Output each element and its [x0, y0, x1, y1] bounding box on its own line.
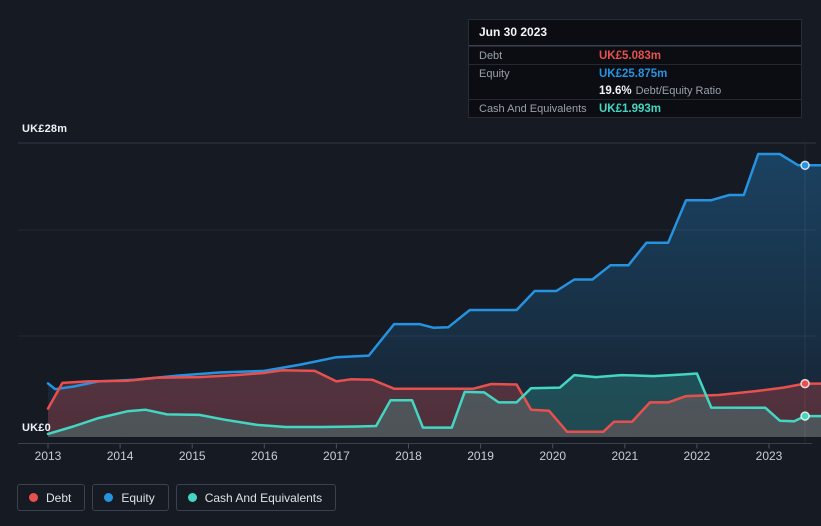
- legend-item-cash[interactable]: Cash And Equivalents: [175, 484, 337, 511]
- tooltip-equity-label: Equity: [479, 67, 510, 80]
- legend-item-label: Cash And Equivalents: [204, 490, 323, 505]
- tooltip-row-cash: Cash And Equivalents UK£1.993m: [469, 99, 801, 117]
- chart-legend: Debt Equity Cash And Equivalents: [17, 484, 337, 511]
- chart-tooltip: Jun 30 2023 Debt UK£5.083m Equity UK£25.…: [468, 19, 802, 118]
- tooltip-ratio-label: Debt/Equity Ratio: [635, 84, 722, 97]
- debt-endpoint-dot[interactable]: [800, 378, 810, 389]
- tooltip-cash-label: Cash And Equivalents: [479, 102, 587, 115]
- debt-legend-dot-icon: [29, 493, 38, 502]
- tooltip-equity-value: UK£25.875m: [599, 67, 668, 80]
- tooltip-row-debt: Debt UK£5.083m: [469, 46, 801, 64]
- legend-item-label: Debt: [46, 490, 72, 505]
- x-axis-label: 2014: [107, 449, 134, 463]
- x-axis-label: 2023: [756, 449, 783, 463]
- equity-area: [48, 154, 821, 437]
- x-axis-label: 2021: [611, 449, 638, 463]
- y-axis-zero-label: UK£0: [22, 422, 51, 434]
- legend-item-label: Equity: [121, 490, 155, 505]
- equity-line: [46, 152, 821, 391]
- cash-and-equivalents-endpoint-dot[interactable]: [800, 411, 810, 421]
- y-axis-max-label: UK£28m: [22, 123, 68, 135]
- x-axis-label: 2020: [539, 449, 566, 463]
- x-axis-label: 2019: [467, 449, 494, 463]
- debt-line: [46, 369, 821, 434]
- legend-item-debt[interactable]: Debt: [17, 484, 86, 511]
- tooltip-row-ratio: 19.6% Debt/Equity Ratio: [469, 82, 801, 99]
- x-axis-label: 2022: [684, 449, 711, 463]
- debt-area: [48, 370, 821, 437]
- cash-and-equivalents-line: [46, 372, 821, 436]
- tooltip-debt-label: Debt: [479, 49, 503, 62]
- tooltip-cash-value: UK£1.993m: [599, 102, 662, 115]
- tooltip-ratio-value: 19.6%: [599, 84, 632, 97]
- cash-legend-dot-icon: [187, 493, 197, 502]
- x-axis-label: 2013: [35, 449, 62, 463]
- x-axis-label: 2015: [179, 449, 206, 463]
- tooltip-debt-value: UK£5.083m: [599, 49, 662, 62]
- equity-legend-dot-icon: [104, 493, 114, 502]
- tooltip-date: Jun 30 2023: [469, 20, 801, 46]
- equity-endpoint-dot[interactable]: [800, 160, 810, 171]
- x-axis-label: 2018: [395, 449, 422, 463]
- x-axis-label: 2016: [251, 449, 278, 463]
- legend-item-equity[interactable]: Equity: [92, 484, 169, 511]
- x-axis-label: 2017: [323, 449, 350, 463]
- tooltip-row-equity: Equity UK£25.875m: [469, 64, 801, 82]
